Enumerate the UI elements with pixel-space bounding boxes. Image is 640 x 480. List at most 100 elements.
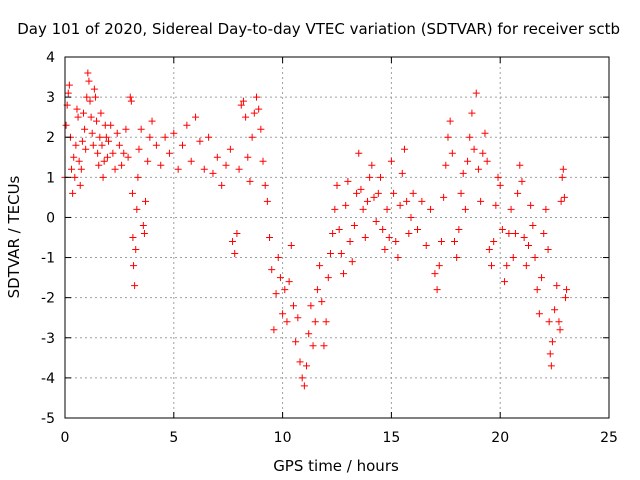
data-point [69, 189, 77, 197]
data-point [122, 125, 130, 133]
data-point [466, 133, 474, 141]
data-point [457, 189, 465, 197]
data-point [209, 169, 217, 177]
data-point [511, 229, 519, 237]
data-point [479, 149, 487, 157]
data-point [481, 129, 489, 137]
data-point [516, 161, 524, 169]
data-point [103, 153, 111, 161]
data-point [547, 362, 555, 370]
y-tick-label: -5 [41, 411, 55, 427]
data-point [561, 294, 569, 302]
data-point [83, 93, 91, 101]
data-point [98, 141, 106, 149]
data-point [556, 326, 564, 334]
grid-lines [65, 57, 609, 418]
data-point [152, 141, 160, 149]
data-point [379, 225, 387, 233]
data-point [440, 193, 448, 201]
data-point [344, 177, 352, 185]
data-point [446, 117, 454, 125]
data-point [340, 270, 348, 278]
data-point [142, 197, 150, 205]
data-point [279, 310, 287, 318]
data-point [109, 149, 117, 157]
data-point [405, 229, 413, 237]
data-point [135, 145, 143, 153]
data-point [205, 133, 213, 141]
data-point [392, 238, 400, 246]
data-point [342, 201, 350, 209]
data-point [492, 201, 500, 209]
data-point [498, 225, 506, 233]
x-tick-label: 5 [169, 430, 178, 446]
data-point [183, 121, 191, 129]
data-point [318, 298, 326, 306]
data-point [316, 262, 324, 270]
axis-ticks: 0 5 10 15 20 25 -5 -4 -3 -2 -1 0 1 2 3 4 [41, 50, 618, 446]
data-point [377, 173, 385, 181]
data-point [535, 310, 543, 318]
data-point [213, 153, 221, 161]
data-point [503, 262, 511, 270]
data-point [505, 229, 513, 237]
data-point [266, 234, 274, 241]
data-point [246, 177, 254, 185]
data-point [257, 125, 265, 133]
data-point [381, 246, 389, 254]
data-point [542, 205, 550, 213]
x-tick-label: 15 [382, 430, 400, 446]
data-point [196, 137, 204, 145]
data-point [255, 105, 263, 113]
data-point [322, 318, 330, 326]
data-point [538, 274, 546, 282]
data-point [250, 109, 258, 117]
data-point [474, 165, 482, 173]
data-point [144, 157, 152, 165]
y-tick-label: -1 [41, 251, 55, 267]
data-point [94, 149, 102, 157]
data-point [361, 234, 369, 241]
data-point [187, 157, 195, 165]
data-point [355, 149, 363, 157]
data-point [179, 141, 187, 149]
data-point [433, 286, 441, 294]
data-point [200, 165, 208, 173]
data-point [372, 217, 380, 225]
data-point [422, 242, 430, 250]
data-point [353, 189, 361, 197]
data-point [368, 161, 376, 169]
data-point [71, 173, 79, 181]
data-point [244, 153, 252, 161]
y-tick-label: 2 [46, 130, 55, 146]
data-point [560, 193, 568, 201]
data-point [146, 133, 154, 141]
data-point [99, 173, 107, 181]
data-point [192, 113, 200, 121]
data-point [276, 274, 284, 282]
data-point [461, 205, 469, 213]
data-point [387, 157, 395, 165]
data-point [261, 181, 269, 189]
data-point [370, 193, 378, 201]
x-tick-label: 25 [600, 430, 618, 446]
data-point [427, 205, 435, 213]
data-point [79, 109, 87, 117]
data-point [485, 246, 493, 254]
data-point [540, 229, 548, 237]
data-point [324, 274, 332, 282]
data-point [75, 157, 83, 165]
y-tick-label: -3 [41, 331, 55, 347]
data-point [348, 258, 356, 266]
data-point [88, 129, 96, 137]
data-point [130, 262, 138, 270]
data-point [350, 221, 358, 229]
data-point [398, 169, 406, 177]
data-point [363, 197, 371, 205]
data-point [90, 85, 98, 93]
data-point [107, 121, 115, 129]
data-point [390, 189, 398, 197]
data-point [100, 157, 108, 165]
y-tick-label: 4 [46, 50, 55, 66]
data-point [453, 254, 461, 262]
